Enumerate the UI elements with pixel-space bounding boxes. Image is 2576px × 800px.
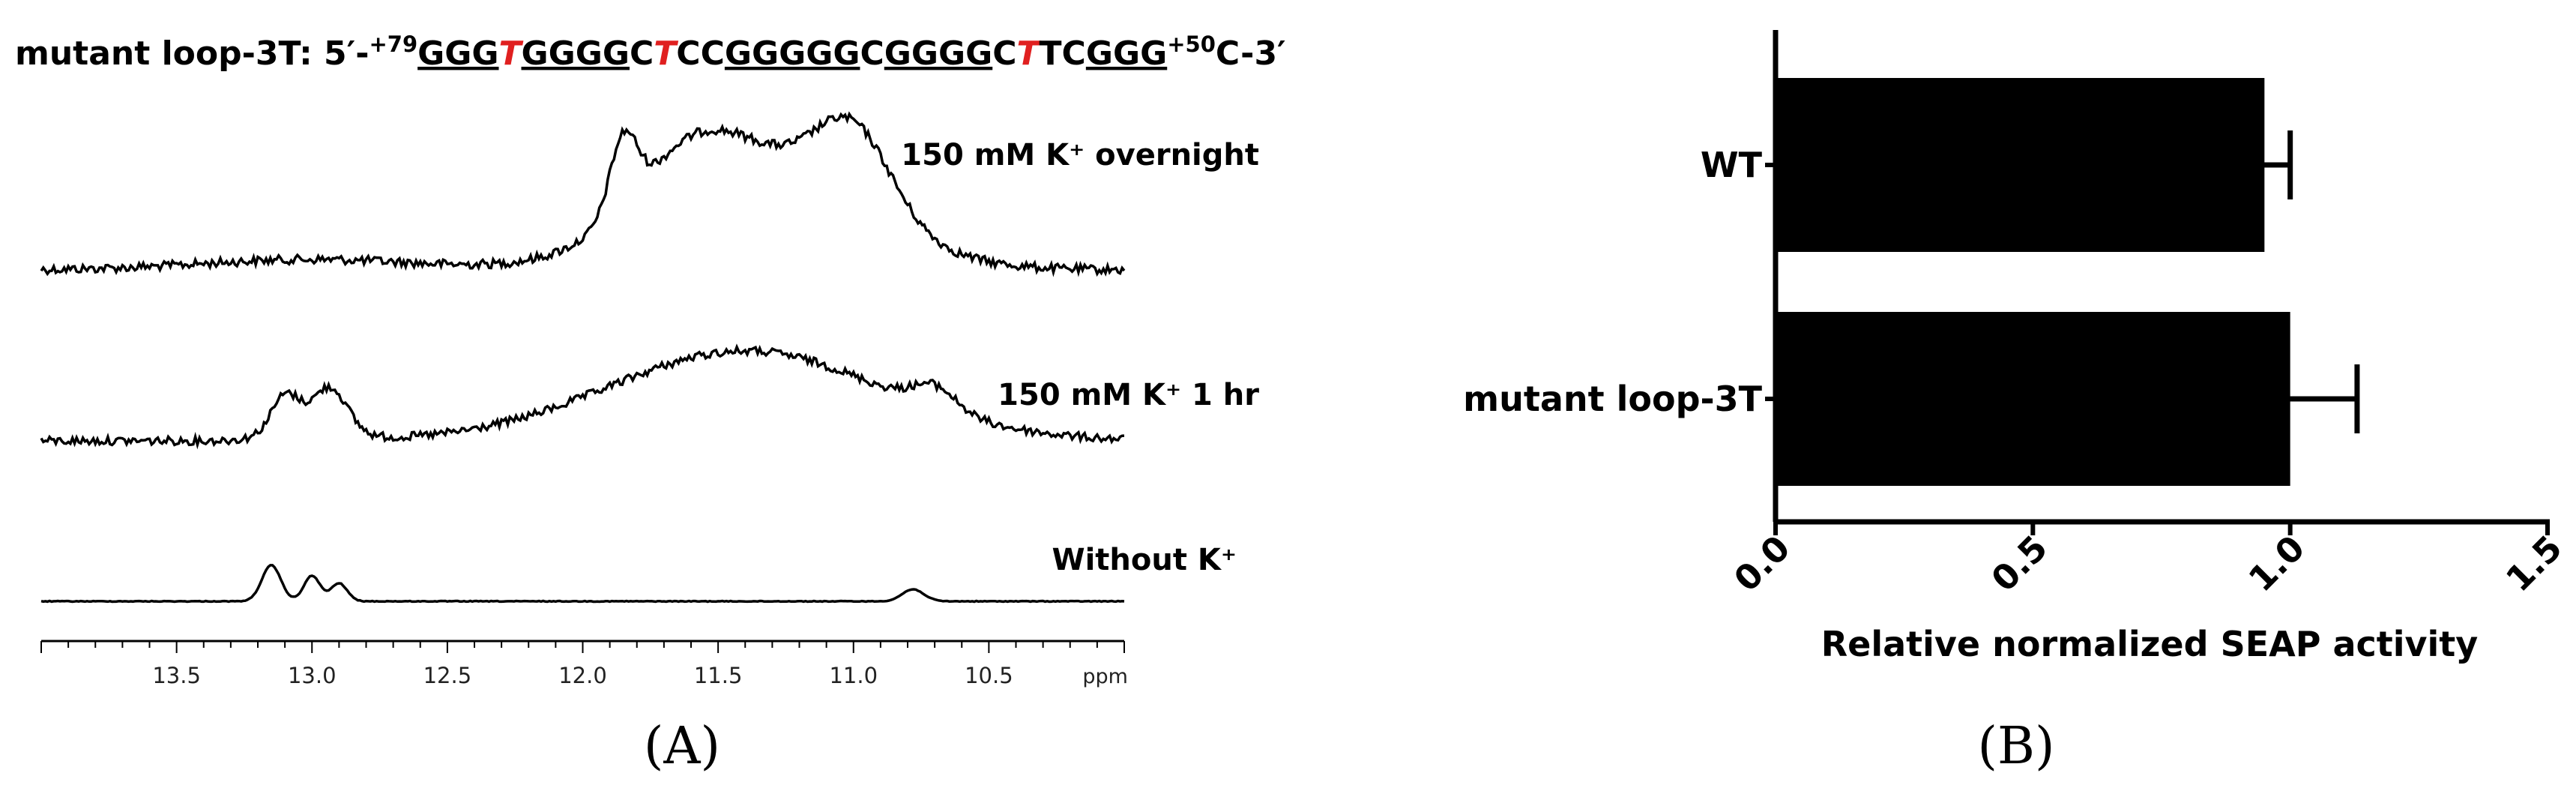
bar bbox=[1776, 312, 2290, 486]
ppm-tick-label: 13.0 bbox=[288, 663, 337, 688]
spectrum-label-without-k: Without K⁺ bbox=[1052, 543, 1237, 577]
sequence-segment: T bbox=[499, 34, 524, 73]
ppm-tick-label: 10.5 bbox=[965, 663, 1013, 688]
panel-a-nmr: mutant loop-3T: 5′-+79GGGTGGGGCTCCGGGGGC… bbox=[15, 31, 1286, 776]
ppm-tick-label: 13.5 bbox=[152, 663, 201, 688]
sequence-start-sup: +79 bbox=[369, 31, 417, 57]
category-label: WT bbox=[1701, 145, 1763, 185]
ppm-unit-label: ppm bbox=[1082, 665, 1128, 688]
spectrum-label-1hr: 150 mM K⁺ 1 hr bbox=[998, 378, 1259, 412]
ppm-tick-label: 11.5 bbox=[694, 663, 743, 688]
x-axis-title: Relative normalized SEAP activity bbox=[1821, 624, 2479, 664]
spectrum-label-overnight: 150 mM K⁺ overnight bbox=[901, 138, 1259, 172]
ppm-axis: 13.5 13.0 12.5 12.0 11.5 11.0 10.5 ppm bbox=[40, 640, 1128, 688]
spectrum-overnight bbox=[40, 111, 1126, 277]
sequence-segment: GGGGG bbox=[725, 34, 860, 73]
panel-label-b: (B) bbox=[1977, 717, 2054, 776]
spectrum-without-k bbox=[40, 564, 1125, 604]
x-tick-label: 1.0 bbox=[2241, 528, 2313, 600]
panel-label-a: (A) bbox=[644, 717, 720, 776]
x-tick-label: 0.0 bbox=[1726, 528, 1798, 600]
x-tick-label: 0.5 bbox=[1983, 528, 2055, 600]
sequence-suffix: C-3′ bbox=[1216, 34, 1286, 73]
sequence-segment: C bbox=[992, 34, 1016, 73]
sequence-segment: GGG bbox=[417, 34, 498, 73]
spectrum-1hr bbox=[40, 343, 1125, 450]
ppm-tick-label: 12.0 bbox=[558, 663, 607, 688]
sequence-segment: TC bbox=[1040, 34, 1086, 73]
sequence-segment: T bbox=[1017, 34, 1042, 73]
ppm-tick-label: 12.5 bbox=[423, 663, 472, 688]
sequence-segment: C bbox=[630, 34, 654, 73]
sequence-segment: T bbox=[654, 34, 678, 73]
sequence-segment: CC bbox=[676, 34, 725, 73]
sequence-label: mutant loop-3T: 5′-+79GGGTGGGGCTCCGGGGGC… bbox=[15, 31, 1286, 73]
sequence-segment: GGG bbox=[1086, 34, 1167, 73]
sequence-end-sup: +50 bbox=[1167, 31, 1216, 57]
x-tick-label: 1.5 bbox=[2498, 528, 2570, 600]
category-label: mutant loop-3T bbox=[1463, 379, 1762, 419]
sequence-prefix: mutant loop-3T: 5′- bbox=[15, 34, 369, 73]
ppm-tick-label: 11.0 bbox=[829, 663, 878, 688]
sequence-segment: GGGG bbox=[522, 34, 630, 73]
sequence-segment: C bbox=[860, 34, 884, 73]
panel-b-bar-chart: WT mutant loop-3T 0.0 0.5 1.0 1.5 Relative nor… bbox=[1463, 30, 2570, 664]
sequence-segment: GGGG bbox=[884, 34, 992, 73]
bar bbox=[1776, 78, 2265, 252]
